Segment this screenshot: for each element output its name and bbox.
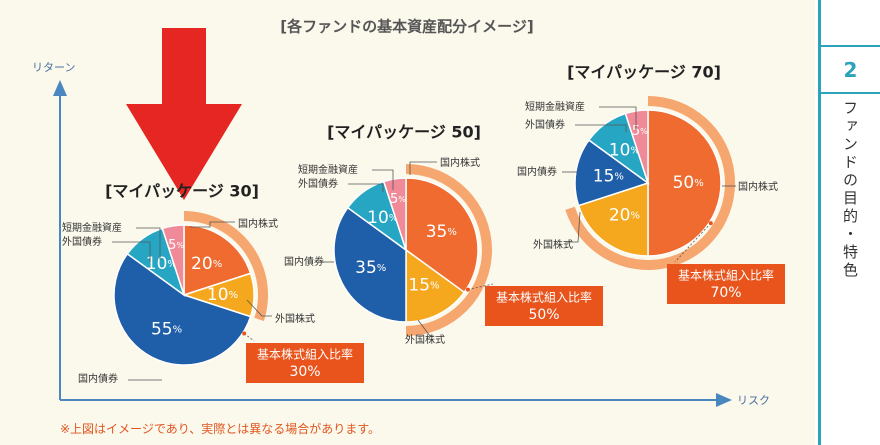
pie1-leader-short-term <box>136 227 161 260</box>
pie1-slice-domestic-bond <box>113 252 252 366</box>
pie3-leader-short-term <box>599 106 637 130</box>
pie2-slice-domestic-bond <box>333 206 407 323</box>
pie2-value-label-domestic-stock: 35% <box>426 222 457 242</box>
pie2-name-domestic-bond: 国内債券 <box>284 255 324 268</box>
pie2-value-label-foreign-bond: 10% <box>367 208 398 228</box>
pie3-slice-foreign-stock <box>577 181 649 257</box>
pie1-stock-ring <box>184 211 269 321</box>
pie3-value-label-short-term: 5% <box>632 124 648 139</box>
pie1-name-foreign-stock: 外国株式 <box>275 312 315 325</box>
pie2-ratio-label: 基本株式組入比率 <box>496 290 592 305</box>
pie2-ratio-leader <box>467 283 494 290</box>
pie1-name-foreign-bond: 外国債券 <box>62 235 102 248</box>
x-axis-arrowhead <box>716 393 732 407</box>
footnote: ※上図はイメージであり、実際とは異なる場合があります。 <box>60 422 381 436</box>
highlight-arrow <box>126 28 242 200</box>
pie1-value-label-short-term: 5% <box>168 238 184 253</box>
pie2-leader-domestic-stock <box>409 161 437 175</box>
pie1-value-label-foreign-bond: 10% <box>146 254 177 274</box>
y-axis-arrowhead <box>53 80 67 96</box>
chart-title: [各ファンドの基本資産配分イメージ] <box>280 18 533 36</box>
pie2-leader-foreign-bond <box>348 183 384 192</box>
pie2-leader-foreign-stock <box>417 319 434 337</box>
pie2-slice-short-term <box>382 177 407 251</box>
pie3-ratio-badge <box>667 264 785 304</box>
main-area: [各ファンドの基本資産配分イメージ] リターン リスク 20% 10% 55% 10% 5%[… <box>0 0 815 445</box>
pie3-name-foreign-stock: 外国株式 <box>533 238 573 251</box>
pie3-value-label-domestic-bond: 15% <box>593 167 624 187</box>
pie3-ratio-label: 基本株式組入比率 <box>678 268 774 283</box>
pie2-slice-domestic-stock <box>405 177 479 294</box>
pie1-title: [マイパッケージ 30] <box>105 182 259 201</box>
pie3-name-domestic-stock: 国内株式 <box>738 180 778 193</box>
pie2-ratio-dot <box>465 287 470 292</box>
pie2-value-label-domestic-bond: 35% <box>355 258 386 278</box>
pie1-ratio-badge <box>246 343 364 383</box>
pie1-ratio-dot <box>242 331 247 336</box>
pie1-leader-foreign-stock <box>246 299 272 317</box>
pie1-value-label-foreign-stock: 10% <box>207 285 238 305</box>
pie1-name-domestic-stock: 国内株式 <box>238 217 278 230</box>
pie3-slice-domestic-stock <box>647 109 722 257</box>
pie1-name-domestic-bond: 国内債券 <box>78 372 118 385</box>
side-panel: 2 ファンドの目的・特色 <box>818 0 880 445</box>
pie2-name-foreign-bond: 外国債券 <box>298 177 338 190</box>
pie2-name-foreign-stock: 外国株式 <box>405 333 445 346</box>
pie2-leader-short-term <box>372 169 394 190</box>
allocation-chart: [各ファンドの基本資産配分イメージ]リターンリスク20%10%55%10%5%[… <box>32 18 785 407</box>
pie2-value-label-foreign-stock: 15% <box>408 275 439 295</box>
pie3-value-label-foreign-stock: 20% <box>609 205 640 225</box>
pie2-title: [マイパッケージ 50] <box>327 123 481 142</box>
pie2-name-domestic-stock: 国内株式 <box>440 156 480 169</box>
pie1-ratio-label: 基本株式組入比率 <box>257 347 353 362</box>
section-number: 2 <box>821 45 880 94</box>
pie2-stock-ring <box>406 164 492 336</box>
pie3-leader-foreign-bond <box>575 124 627 132</box>
pie1-leader-foreign-bond <box>112 241 151 262</box>
pie2-ratio-badge <box>485 286 603 326</box>
pie2-value-label-short-term: 5% <box>390 191 406 206</box>
pie1-leader-domestic-stock <box>190 221 235 228</box>
pie3-ratio-value: 70% <box>710 285 741 301</box>
pie3-name-short-term: 短期金融資産 <box>525 100 585 113</box>
y-axis-label: リターン <box>32 61 75 74</box>
pie1-value-label-domestic-bond: 55% <box>151 319 182 339</box>
pie1-slice-short-term <box>161 224 185 296</box>
pie3-name-foreign-bond: 外国債券 <box>525 118 565 131</box>
pie1-ratio-value: 30% <box>289 364 320 380</box>
pie3-slice-short-term <box>624 109 649 184</box>
pie3-name-domestic-bond: 国内債券 <box>517 165 557 178</box>
pie2-name-short-term: 短期金融資産 <box>298 163 358 176</box>
pie1-value-label-domestic-stock: 20% <box>191 254 222 274</box>
x-axis-label: リスク <box>737 394 770 407</box>
pie1-name-short-term: 短期金融資産 <box>62 221 122 234</box>
pie3-slice-domestic-bond <box>574 139 650 207</box>
pie2-ratio-value: 50% <box>528 307 559 323</box>
pie2-slice-foreign-stock <box>405 248 466 323</box>
pie1-slice-domestic-stock <box>183 224 252 297</box>
pie3-leader-foreign-stock <box>565 211 581 243</box>
pie3-ratio-dot <box>708 221 713 226</box>
pie3-title: [マイパッケージ 70] <box>567 63 721 82</box>
pie3-value-label-foreign-bond: 10% <box>609 141 640 161</box>
section-title: ファンドの目的・特色 <box>841 100 859 280</box>
pie3-value-label-domestic-stock: 50% <box>673 173 704 193</box>
pie3-ratio-leader <box>674 222 712 263</box>
